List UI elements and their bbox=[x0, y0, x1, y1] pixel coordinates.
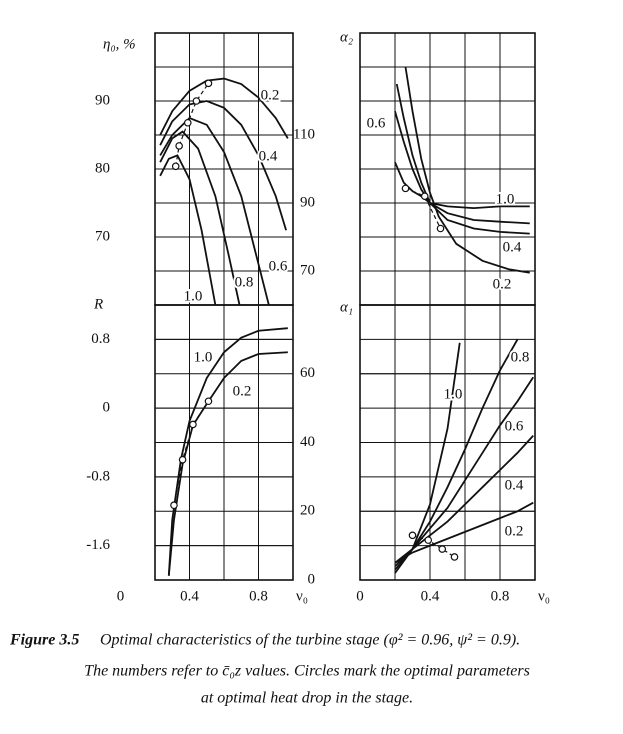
caption-line: The numbers refer to c̄₀z values. Circle… bbox=[84, 663, 530, 680]
curve-label: 0.2 bbox=[505, 523, 524, 539]
y-axis-label: R bbox=[93, 296, 103, 312]
curve-label: 1.0 bbox=[194, 349, 213, 365]
y-tick-label: 0 bbox=[103, 400, 111, 416]
y-tick-label: 40 bbox=[300, 434, 315, 450]
x-tick-label: 0.8 bbox=[491, 588, 510, 604]
x-axis-label: ν₀ bbox=[296, 588, 308, 604]
optimum-point bbox=[436, 224, 445, 233]
curve-label: 0.6 bbox=[367, 115, 386, 131]
optimum-line bbox=[173, 400, 209, 506]
curve bbox=[395, 83, 530, 235]
y-tick-label: 80 bbox=[95, 160, 110, 176]
optimum-point bbox=[175, 142, 183, 150]
curve-label: 0.2 bbox=[233, 383, 252, 399]
y-tick-label: -0.8 bbox=[86, 468, 110, 484]
curve-label: 0.6 bbox=[269, 258, 288, 274]
y-tick-label: 70 bbox=[95, 228, 110, 244]
x-tick-label: 0.4 bbox=[421, 588, 440, 604]
curve-label: 0.8 bbox=[511, 349, 530, 365]
curve-label: 0.4 bbox=[259, 148, 278, 164]
x-tick-label: 0 bbox=[356, 588, 364, 604]
curve bbox=[159, 100, 287, 231]
y-tick-label: 90 bbox=[300, 194, 315, 210]
curve bbox=[159, 130, 241, 306]
y-axis-label: α₁ bbox=[340, 299, 353, 315]
y-axis-label: η₀, % bbox=[103, 36, 136, 52]
optimum-line bbox=[405, 187, 442, 229]
y-tick-label: 70 bbox=[300, 262, 315, 278]
caption-line: Optimal characteristics of the turbine s… bbox=[100, 632, 520, 649]
optimum-point bbox=[420, 192, 429, 201]
curve-label: 0.2 bbox=[261, 87, 280, 103]
optimum-point bbox=[438, 545, 447, 553]
curve bbox=[404, 66, 530, 274]
x-tick-label: 0.8 bbox=[249, 588, 268, 604]
y-tick-label: 0 bbox=[308, 571, 316, 587]
y-tick-label: 90 bbox=[95, 92, 110, 108]
curve-label: 1.0 bbox=[184, 288, 203, 304]
curve-label: 1.0 bbox=[444, 386, 463, 402]
optimum-point bbox=[408, 531, 417, 540]
x-tick-label: 0 bbox=[117, 588, 125, 604]
curve-label: 0.8 bbox=[235, 274, 254, 290]
x-axis-label: ν₀ bbox=[538, 588, 550, 604]
y-tick-label: 0.8 bbox=[91, 331, 110, 347]
curve-label: 0.4 bbox=[505, 477, 524, 493]
curve bbox=[159, 116, 270, 306]
curve bbox=[159, 154, 217, 306]
y-tick-label: 60 bbox=[300, 365, 315, 381]
y-tick-label: -1.6 bbox=[86, 537, 110, 553]
curve-label: 0.2 bbox=[493, 276, 512, 292]
curve bbox=[394, 435, 534, 564]
optimum-point bbox=[401, 184, 410, 193]
optimum-line bbox=[412, 534, 455, 558]
optimum-point bbox=[189, 420, 197, 429]
optimum-point bbox=[192, 97, 201, 105]
optimum-point bbox=[171, 162, 180, 171]
curve-label: 1.0 bbox=[496, 191, 515, 207]
optimum-line bbox=[175, 82, 209, 167]
y-axis-label: α₂ bbox=[340, 29, 353, 45]
curve-label: 0.6 bbox=[505, 418, 524, 434]
y-tick-label: 20 bbox=[300, 503, 315, 519]
curve bbox=[159, 77, 289, 139]
optimum-point bbox=[204, 397, 213, 406]
y-tick-label: 110 bbox=[293, 126, 315, 142]
optimum-point bbox=[183, 118, 192, 127]
curve bbox=[394, 376, 535, 567]
x-tick-label: 0.4 bbox=[180, 588, 199, 604]
curve bbox=[167, 351, 288, 576]
curve bbox=[167, 327, 288, 576]
caption-label: Figure 3.5 bbox=[9, 632, 79, 649]
curve-label: 0.4 bbox=[503, 239, 522, 255]
optimum-point bbox=[450, 553, 459, 561]
panel-frame bbox=[154, 304, 294, 581]
optimum-point bbox=[170, 501, 178, 510]
optimum-point bbox=[204, 79, 213, 88]
curve bbox=[394, 501, 534, 564]
optimum-point bbox=[178, 455, 187, 464]
caption-line: at optimal heat drop in the stage. bbox=[201, 690, 413, 707]
optimum-point bbox=[424, 536, 433, 544]
